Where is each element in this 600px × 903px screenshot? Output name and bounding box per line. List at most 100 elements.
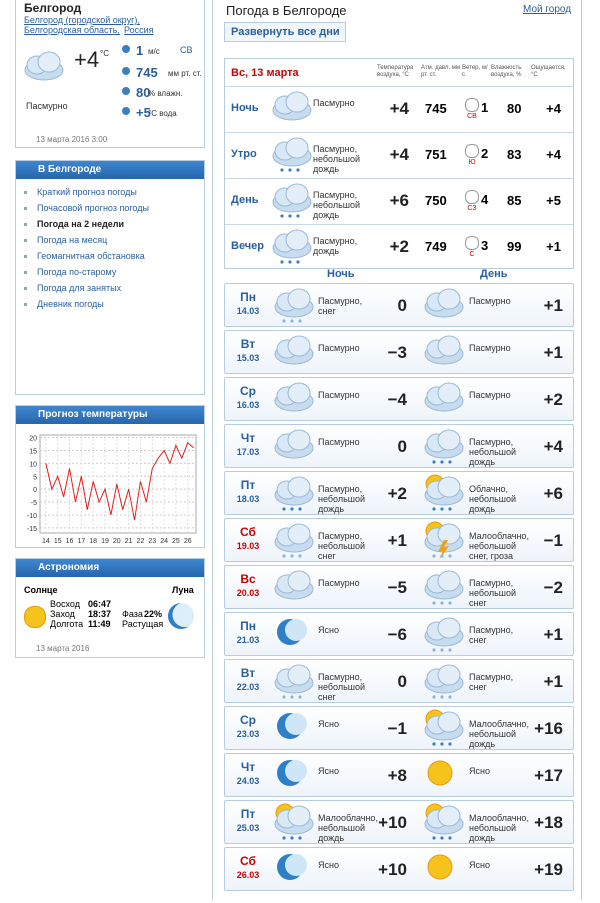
menu-item[interactable]: Погода на месяц — [37, 235, 108, 245]
weather-icon — [274, 382, 314, 412]
drop — [290, 319, 294, 323]
night-temp: +2 — [387, 484, 407, 503]
night-condition: Пасмурно, небольшой снег — [318, 672, 366, 702]
stat-unit: м/с — [148, 47, 160, 56]
astro-label: Восход — [50, 599, 80, 609]
column-header: Ветер, м/с — [462, 65, 488, 78]
day-condition: Ясно — [469, 766, 490, 776]
night-condition: Малооблачно, небольшой дождь — [318, 813, 378, 843]
y-tick-label: -15 — [27, 526, 37, 533]
x-tick-label: 16 — [66, 538, 74, 545]
night-temp: −1 — [387, 719, 407, 738]
y-tick-label: 5 — [33, 474, 37, 481]
day-temp: +19 — [534, 860, 563, 879]
night-temp: +1 — [387, 531, 407, 550]
wind-icon — [465, 144, 479, 158]
stat-value: 80 — [136, 85, 151, 100]
cloud — [285, 91, 309, 113]
humidity: 85 — [507, 193, 522, 208]
current-unit: °C — [100, 49, 109, 58]
row-separator — [225, 178, 573, 179]
column-header: Влажность воздуха, % — [491, 65, 522, 78]
night-temp: +10 — [378, 860, 407, 879]
drop — [282, 554, 286, 558]
phase: 22% — [144, 609, 163, 619]
date: 18.03 — [236, 494, 260, 504]
drop — [288, 168, 292, 172]
menu-item[interactable]: Погода для занятых — [37, 283, 122, 293]
menu-item[interactable]: Краткий прогноз погоды — [37, 187, 137, 197]
weekday: Пт — [240, 478, 256, 492]
today-date: Вс, 13 марта — [231, 67, 299, 79]
weather-icon — [24, 51, 64, 81]
region-link[interactable]: Россия — [124, 25, 154, 35]
x-tick-label: 26 — [184, 538, 192, 545]
astro-label: Заход — [50, 609, 75, 619]
x-tick-label: 21 — [125, 538, 133, 545]
day-row: Чт 17.03 Пасмурно 0 Пасмурно, небольшой дожд… — [224, 424, 574, 468]
y-tick-label: 0 — [33, 487, 37, 494]
menu-item[interactable]: Дневник погоды — [37, 299, 104, 309]
pressure: 750 — [425, 193, 447, 208]
date: 14.03 — [236, 306, 260, 316]
region-link[interactable]: Белгород (городской округ), — [24, 15, 140, 25]
night-temp: 0 — [397, 296, 407, 315]
menu-bullet — [24, 207, 27, 210]
menu-bullet — [24, 223, 27, 226]
drop — [448, 695, 452, 699]
menu-item[interactable]: Погода на 2 недели — [37, 219, 125, 229]
day-condition: Пасмурно, снег — [469, 672, 514, 692]
x-tick-label: 17 — [77, 538, 85, 545]
cloud — [437, 664, 461, 686]
night-temp: +8 — [387, 766, 407, 785]
weather-icon — [424, 803, 464, 840]
night-condition: Пасмурно, небольшой дождь — [318, 484, 366, 514]
menu-bullet — [24, 303, 27, 306]
menu-bullet — [24, 271, 27, 274]
chart-title: Прогноз температуры — [16, 406, 204, 424]
drop — [448, 742, 452, 746]
drop — [440, 742, 444, 746]
day-row: Сб 26.03 Ясно +10 Ясно +19 — [224, 847, 574, 891]
day-temp: +4 — [543, 437, 563, 456]
day-row: Чт 24.03 Ясно +8 Ясно +17 — [224, 753, 574, 797]
astro-value: 11:49 — [88, 619, 111, 629]
weekday: Вт — [240, 666, 256, 680]
moon-icon — [168, 603, 194, 629]
drop — [298, 695, 302, 699]
day-condition: Малооблачно, небольшой дождь — [469, 719, 529, 749]
drop — [432, 554, 436, 558]
region-link[interactable]: Белгородская область, — [24, 25, 120, 35]
drop — [280, 214, 284, 218]
x-tick-label: 25 — [172, 538, 180, 545]
cloud — [437, 288, 461, 310]
drop — [288, 214, 292, 218]
drop — [298, 554, 302, 558]
weather-icon — [272, 183, 312, 218]
date: 23.03 — [236, 729, 260, 739]
menu-item[interactable]: Погода по-старому — [37, 267, 117, 277]
menu-item[interactable]: Геомагнитная обстановка — [37, 251, 145, 261]
city: Белгород — [24, 1, 82, 15]
lightning — [438, 540, 449, 560]
astro-value: 06:47 — [88, 599, 112, 609]
x-tick-label: 20 — [113, 538, 121, 545]
menu-item[interactable]: Почасовой прогноз погоды — [37, 203, 149, 213]
night-condition: Пасмурно — [318, 578, 360, 588]
moon-shade — [285, 854, 307, 876]
sun-label: Солнце — [24, 585, 58, 595]
column-header: Температура воздуха, °C — [377, 65, 414, 78]
drop — [440, 648, 444, 652]
day-temp: +1 — [543, 625, 563, 644]
weather-icon — [424, 335, 464, 365]
expand-button[interactable]: Развернуть все дни — [224, 22, 346, 42]
drop — [440, 554, 444, 558]
feels: +4 — [546, 101, 561, 116]
day-temp: +17 — [534, 766, 563, 785]
day-condition: Пасмурно, небольшой снег — [469, 578, 517, 608]
my-city[interactable]: Мой город — [523, 4, 572, 15]
cloud — [287, 523, 311, 545]
menu-bullet — [24, 239, 27, 242]
date: 21.03 — [236, 635, 260, 645]
night-condition: Пасмурно, снег — [318, 296, 363, 316]
